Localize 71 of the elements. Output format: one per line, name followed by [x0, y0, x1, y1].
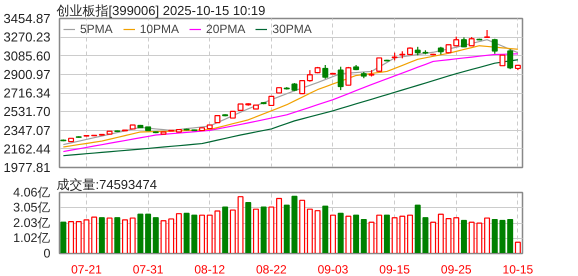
bar — [176, 213, 182, 254]
bar — [384, 214, 390, 254]
bar — [68, 221, 74, 254]
candlestick — [306, 70, 313, 82]
candlestick — [345, 66, 352, 86]
legend-label: 5PMA — [80, 22, 113, 36]
bar — [252, 208, 259, 254]
bar — [222, 206, 228, 254]
candlestick — [299, 79, 306, 95]
legend-label: 20PMA — [206, 22, 246, 36]
bar — [422, 217, 428, 254]
y-tick-label: 2900.97 — [4, 66, 51, 82]
bar — [338, 212, 344, 254]
bar — [453, 217, 460, 254]
bar — [322, 206, 328, 254]
candlestick — [492, 38, 498, 54]
bar — [468, 222, 475, 254]
bar — [299, 200, 306, 254]
x-tick-label: 09-25 — [440, 262, 472, 276]
x-tick-label: 08-12 — [194, 262, 226, 276]
candlestick — [460, 36, 467, 48]
y-tick-label: 2.03亿 — [13, 216, 51, 230]
candlestick — [376, 57, 382, 73]
y-tick-label: 2531.70 — [4, 104, 51, 120]
bar — [345, 216, 352, 254]
bar — [245, 202, 252, 254]
bar — [98, 217, 105, 254]
chart-title: 成交量:74593474 — [56, 177, 157, 192]
x-tick-label: 09-03 — [318, 262, 349, 276]
candlestick — [268, 96, 274, 106]
y-tick-label: 2347.07 — [4, 122, 51, 138]
bar — [260, 206, 267, 254]
y-tick-label: 3454.87 — [4, 11, 51, 26]
y-tick-label: 2162.44 — [4, 141, 51, 156]
legend-label: 10PMA — [140, 22, 180, 36]
candlestick — [499, 54, 506, 66]
bar — [191, 214, 198, 254]
y-tick-label: 3.05亿 — [13, 200, 51, 215]
bar — [152, 217, 159, 254]
candlestick — [507, 48, 514, 70]
legend-label: 30PMA — [272, 22, 312, 36]
bar — [214, 210, 220, 254]
x-tick-label: 09-15 — [379, 262, 410, 276]
bar — [60, 222, 66, 254]
y-tick-label: 1.02亿 — [13, 231, 51, 246]
bar — [106, 217, 113, 254]
y-tick-label: 1977.81 — [4, 160, 51, 175]
bar — [392, 217, 398, 254]
bar — [414, 204, 421, 254]
y-tick-label: 0 — [44, 246, 51, 260]
x-tick-label: 08-22 — [256, 262, 288, 276]
bar — [184, 212, 190, 254]
bar — [353, 214, 360, 254]
y-tick-label: 3085.60 — [4, 48, 51, 64]
bar — [360, 218, 367, 254]
x-tick-label: 07-31 — [132, 262, 164, 276]
y-tick-label: 2716.34 — [4, 86, 51, 100]
candlestick — [453, 36, 460, 47]
x-tick-label: 10-15 — [502, 262, 534, 276]
bar — [76, 221, 82, 254]
y-tick-label: 4.06亿 — [13, 186, 51, 200]
bar — [514, 242, 521, 254]
bar — [460, 220, 467, 254]
bar — [430, 222, 436, 254]
x-tick-label: 07-21 — [71, 262, 102, 276]
candlestick — [322, 64, 328, 80]
candlestick — [338, 66, 344, 91]
bar — [330, 214, 336, 254]
y-tick-label: 3270.23 — [4, 30, 51, 45]
chart-title: 创业板指[399006] 2025-10-15 10:19 — [56, 3, 266, 18]
bar — [114, 217, 120, 254]
